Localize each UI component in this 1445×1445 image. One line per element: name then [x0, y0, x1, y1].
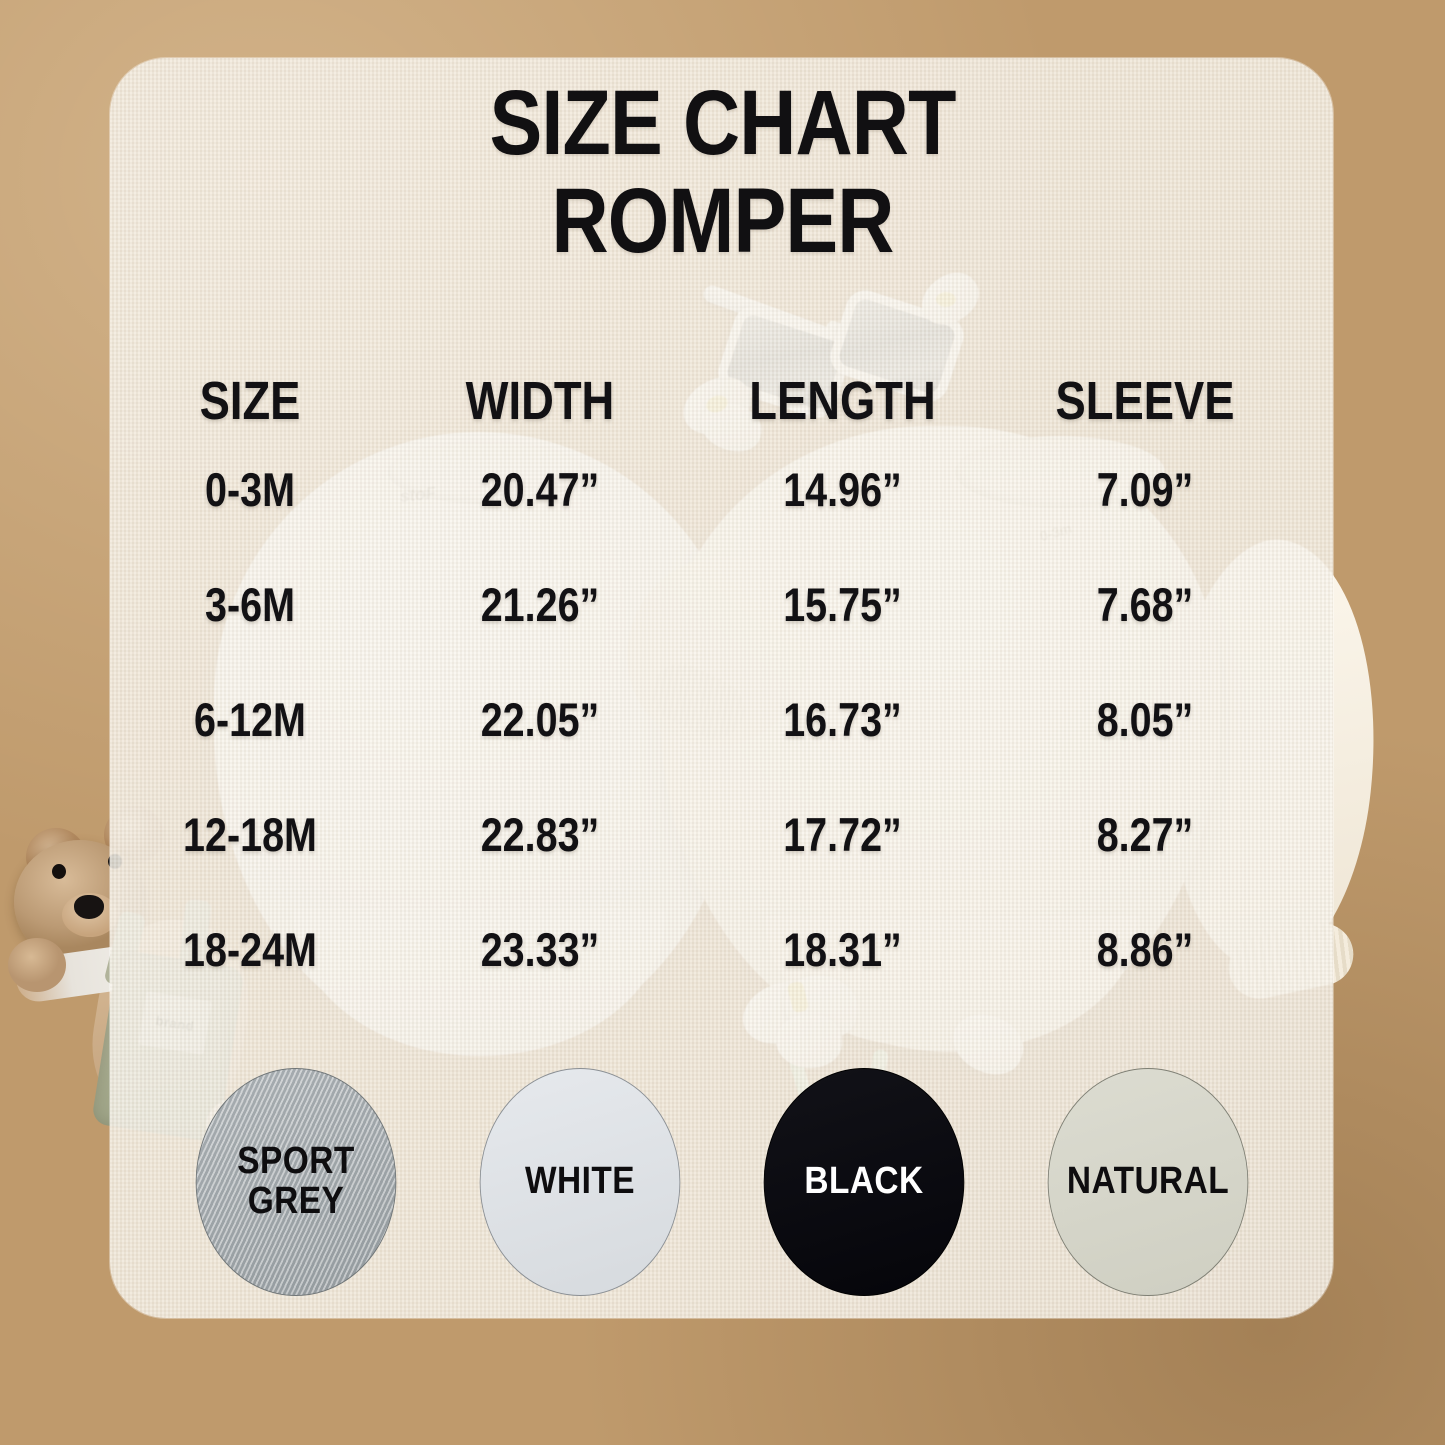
- column-header-sleeve: SLEEVE: [1055, 371, 1235, 431]
- cell-width: 21.26”: [480, 578, 600, 631]
- cell-size: 3-6M: [205, 578, 295, 631]
- swatch-label-line-1: NATURAL: [1066, 1160, 1229, 1203]
- swatch-label-line-1: BLACK: [803, 1160, 924, 1203]
- cell-length: 18.31”: [783, 923, 902, 976]
- column-header-length: LENGTH: [749, 371, 936, 431]
- teddy-bear-nose-icon: [74, 895, 104, 919]
- cell-sleeve: 7.09”: [1096, 463, 1194, 516]
- color-swatch-natural[interactable]: NATURAL: [1047, 1068, 1248, 1296]
- cell-sleeve: 8.27”: [1096, 808, 1194, 861]
- color-swatch-sport-grey[interactable]: SPORT GREY: [195, 1068, 396, 1296]
- teddy-bear-paw-icon: [8, 938, 66, 992]
- table-header-row: SIZE WIDTH LENGTH SLEEVE: [110, 370, 1333, 432]
- cell-length: 16.73”: [783, 693, 902, 746]
- cell-width: 20.47”: [480, 463, 600, 516]
- measurement-table: SIZE WIDTH LENGTH SLEEVE 0-3M 20.47” 14.…: [110, 370, 1333, 1007]
- cell-length: 14.96”: [783, 463, 902, 516]
- swatch-label-line-1: SPORT: [236, 1140, 355, 1183]
- color-swatch-black[interactable]: BLACK: [763, 1068, 964, 1296]
- color-swatch-row: SPORT GREY WHITE BLACK NATURAL: [110, 1068, 1333, 1296]
- cell-size: 18-24M: [183, 923, 317, 976]
- cell-sleeve: 8.86”: [1096, 923, 1194, 976]
- cell-width: 22.83”: [480, 808, 600, 861]
- column-header-size: SIZE: [199, 371, 301, 431]
- table-row: 6-12M 22.05” 16.73” 8.05”: [110, 662, 1333, 777]
- cell-width: 22.05”: [480, 693, 600, 746]
- cell-length: 17.72”: [783, 808, 902, 861]
- column-header-width: WIDTH: [465, 371, 615, 431]
- cell-size: 0-3M: [205, 463, 295, 516]
- cell-length: 15.75”: [783, 578, 902, 631]
- cell-sleeve: 7.68”: [1096, 578, 1194, 631]
- table-row: 3-6M 21.26” 15.75” 7.68”: [110, 547, 1333, 662]
- title-line-1: SIZE CHART: [489, 72, 956, 174]
- swatch-label-line-2: GREY: [247, 1180, 344, 1222]
- table-row: 0-3M 20.47” 14.96” 7.09”: [110, 432, 1333, 547]
- color-swatch-white[interactable]: WHITE: [479, 1068, 680, 1296]
- cell-sleeve: 8.05”: [1096, 693, 1194, 746]
- title-line-2: ROMPER: [551, 170, 894, 273]
- teddy-bear-eye-left-icon: [52, 864, 66, 879]
- cell-size: 12-18M: [183, 808, 317, 861]
- page-title: SIZE CHART ROMPER: [101, 72, 1344, 273]
- cell-width: 23.33”: [480, 923, 600, 976]
- table-row: 12-18M 22.83” 17.72” 8.27”: [110, 777, 1333, 892]
- swatch-label-line-1: WHITE: [524, 1160, 635, 1203]
- cell-size: 6-12M: [194, 693, 306, 746]
- table-row: 18-24M 23.33” 18.31” 8.86”: [110, 892, 1333, 1007]
